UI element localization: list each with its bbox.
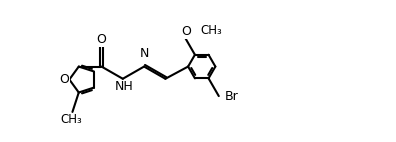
Text: O: O: [59, 73, 69, 86]
Text: NH: NH: [115, 80, 133, 93]
Text: Br: Br: [225, 90, 238, 103]
Text: N: N: [139, 47, 149, 60]
Text: O: O: [97, 33, 107, 46]
Text: CH₃: CH₃: [60, 113, 82, 126]
Text: CH₃: CH₃: [200, 24, 222, 37]
Text: O: O: [181, 25, 191, 38]
